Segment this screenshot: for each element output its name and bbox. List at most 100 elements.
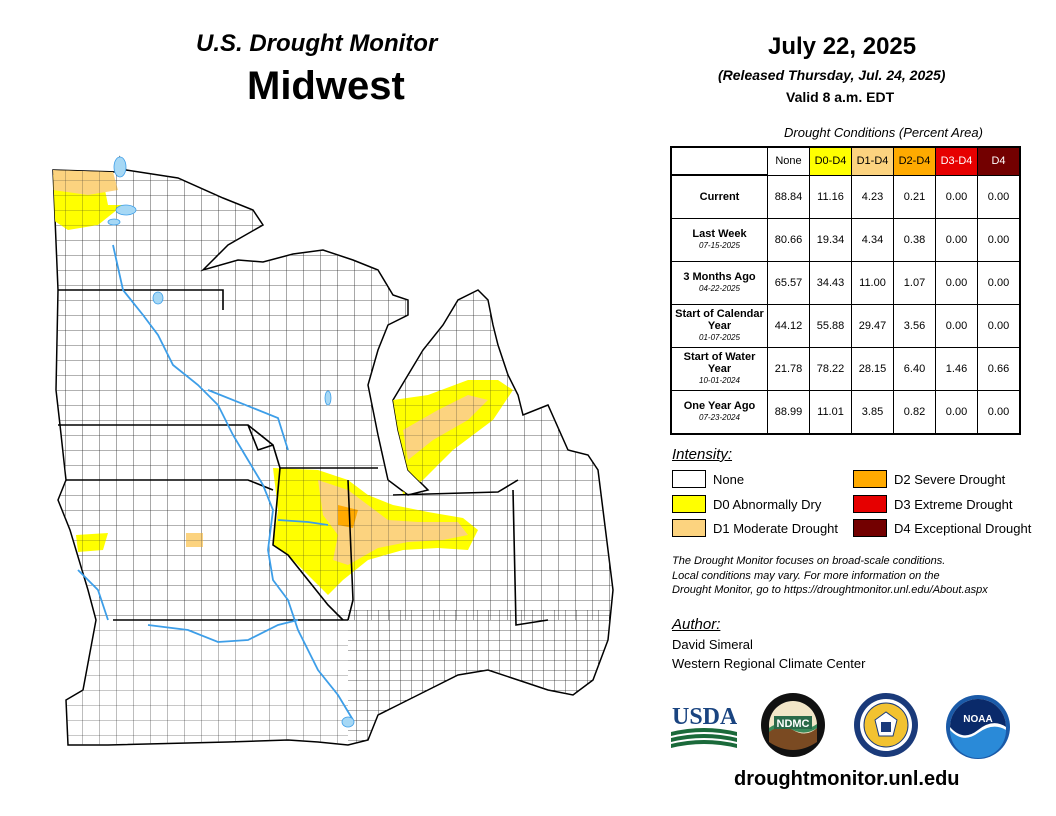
table-cell: 4.23 <box>851 174 894 219</box>
table-header-row: None D0-D4 D1-D4 D2-D4 D3-D4 D4 <box>671 146 1021 176</box>
table-row: One Year Ago 07-23-2024 88.99 11.01 3.85 0.82… <box>670 389 1021 434</box>
table-cell: 65.57 <box>767 260 810 305</box>
author-name: David Simeral <box>672 637 753 652</box>
column-header: D4 <box>977 146 1021 176</box>
author-title: Author: <box>672 616 721 633</box>
table-cell: 0.00 <box>935 174 978 219</box>
column-header: D1-D4 <box>851 146 894 176</box>
row-label-text: Start of Water Year <box>683 350 756 375</box>
row-date: 07-15-2025 <box>699 240 740 250</box>
table-row: Current 88.84 11.16 4.23 0.21 0.00 0.00 <box>670 174 1021 219</box>
commerce-seal-icon <box>854 693 918 757</box>
website-url: droughtmonitor.unl.edu <box>734 768 960 790</box>
table-cell: 6.40 <box>893 346 936 391</box>
map-date: July 22, 2025 <box>768 33 917 60</box>
row-label: Start of Water Year 10-01-2024 <box>670 346 768 391</box>
svg-text:NOAA: NOAA <box>963 714 992 725</box>
row-label-text: One Year Ago <box>683 399 756 412</box>
table-cell: 11.00 <box>851 260 894 305</box>
table-cell: 11.01 <box>809 389 852 434</box>
legend-item: D1 Moderate Drought <box>672 519 838 537</box>
table-cell: 28.15 <box>851 346 894 391</box>
table-cell: 1.46 <box>935 346 978 391</box>
legend-swatch <box>672 495 706 513</box>
legend-swatch <box>853 470 887 488</box>
row-date: 10-01-2024 <box>699 375 740 385</box>
table-cell: 0.00 <box>935 389 978 434</box>
legend-item: D2 Severe Drought <box>853 470 1005 488</box>
table-cell: 0.38 <box>893 217 936 262</box>
midwest-drought-map <box>52 156 614 746</box>
table-cell: 78.22 <box>809 346 852 391</box>
ndmc-logo: NDMC <box>761 693 825 757</box>
table-cell: 0.82 <box>893 389 936 434</box>
author-org: Western Regional Climate Center <box>672 656 866 671</box>
table-cell: 21.78 <box>767 346 810 391</box>
table-cell: 0.00 <box>977 217 1021 262</box>
svg-text:USDA: USDA <box>672 704 737 730</box>
column-header: None <box>767 146 810 176</box>
table-cell: 3.56 <box>893 303 936 348</box>
row-date: 07-23-2024 <box>699 412 740 422</box>
table-row: Start of Calendar Year 01-07-2025 44.12 55.… <box>670 303 1021 348</box>
row-label-text: 3 Months Ago <box>683 270 756 283</box>
table-row: Start of Water Year 10-01-2024 21.78 78.22 2… <box>670 346 1021 391</box>
row-label: One Year Ago 07-23-2024 <box>670 389 768 434</box>
table-cell: 0.00 <box>977 389 1021 434</box>
table-cell: 11.16 <box>809 174 852 219</box>
table-cell: 3.85 <box>851 389 894 434</box>
row-label: Current <box>670 174 768 219</box>
table-cell: 4.34 <box>851 217 894 262</box>
conditions-title: Drought Conditions (Percent Area) <box>784 125 983 140</box>
valid-time: Valid 8 a.m. EDT <box>786 89 895 105</box>
table-cell: 55.88 <box>809 303 852 348</box>
map-title: U.S. Drought Monitor <box>196 30 438 57</box>
table-row: 3 Months Ago 04-22-2025 65.57 34.43 11.00 1.0… <box>670 260 1021 305</box>
legend-swatch <box>672 470 706 488</box>
table-cell: 88.99 <box>767 389 810 434</box>
legend-swatch <box>853 495 887 513</box>
legend-label: D0 Abnormally Dry <box>713 496 822 512</box>
table-cell: 44.12 <box>767 303 810 348</box>
row-label: Last Week 07-15-2025 <box>670 217 768 262</box>
legend-item: D3 Extreme Drought <box>853 495 1013 513</box>
table-cell: 0.21 <box>893 174 936 219</box>
column-header: D0-D4 <box>809 146 852 176</box>
table-cell: 34.43 <box>809 260 852 305</box>
table-cell: 88.84 <box>767 174 810 219</box>
legend-label: D2 Severe Drought <box>894 471 1006 487</box>
table-cell: 0.00 <box>977 260 1021 305</box>
disclaimer-note: The Drought Monitor focuses on broad-sca… <box>672 554 1047 598</box>
table-cell: 29.47 <box>851 303 894 348</box>
row-label-text: Current <box>699 190 740 203</box>
row-label: 3 Months Ago 04-22-2025 <box>670 260 768 305</box>
table-cell: 0.00 <box>935 303 978 348</box>
legend-label: None <box>713 471 745 487</box>
legend-label: D4 Exceptional Drought <box>894 520 1032 536</box>
column-header: D3-D4 <box>935 146 978 176</box>
legend-item: D4 Exceptional Drought <box>853 519 1031 537</box>
table-row: Last Week 07-15-2025 80.66 19.34 4.34 0.38 0.0… <box>670 217 1021 262</box>
column-header: D2-D4 <box>893 146 936 176</box>
release-date: (Released Thursday, Jul. 24, 2025) <box>718 67 946 83</box>
drought-conditions-table: None D0-D4 D1-D4 D2-D4 D3-D4 D4 Current 8… <box>670 146 1021 435</box>
legend-label: D1 Moderate Drought <box>713 520 839 536</box>
row-label-text: Start of Calendar Year <box>675 307 764 332</box>
row-date: 04-22-2025 <box>699 283 740 293</box>
legend-swatch <box>672 519 706 537</box>
legend-item: None <box>672 470 744 488</box>
legend-title: Intensity: <box>672 446 733 463</box>
row-date: 01-07-2025 <box>699 332 740 342</box>
note-line: Drought Monitor, go to https://droughtmo… <box>672 584 988 596</box>
row-label-text: Last Week <box>692 227 747 240</box>
note-line: The Drought Monitor focuses on broad-sca… <box>672 555 946 567</box>
note-line: Local conditions may vary. For more info… <box>672 569 940 582</box>
table-corner <box>671 147 768 176</box>
table-cell: 1.07 <box>893 260 936 305</box>
legend-label: D3 Extreme Drought <box>894 496 1013 512</box>
table-cell: 0.00 <box>977 174 1021 219</box>
table-cell: 19.34 <box>809 217 852 262</box>
table-cell: 80.66 <box>767 217 810 262</box>
legend-swatch <box>853 519 887 537</box>
table-cell: 0.66 <box>977 346 1021 391</box>
